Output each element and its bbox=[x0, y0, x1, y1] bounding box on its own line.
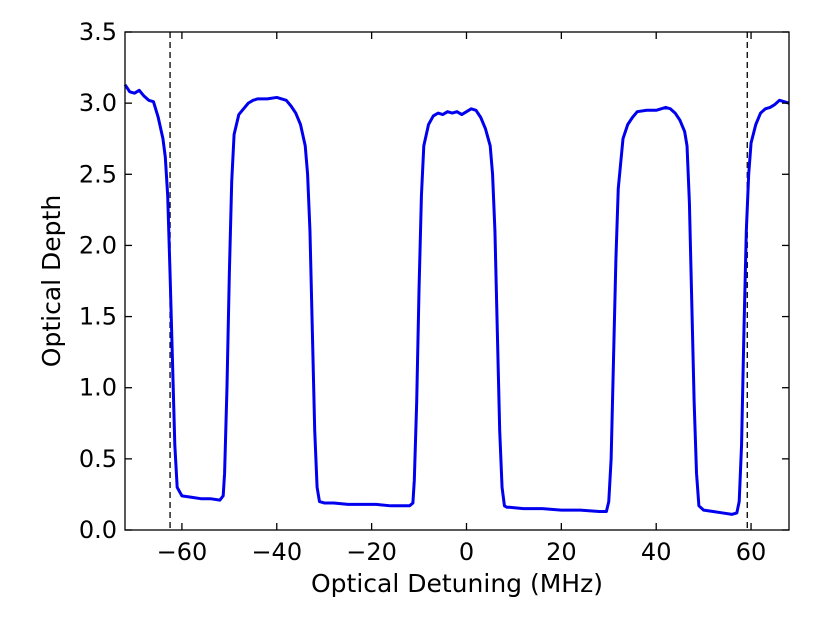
x-tick-label: 60 bbox=[736, 538, 767, 566]
y-tick-label: 3.5 bbox=[79, 18, 117, 46]
y-tick-label: 1.0 bbox=[79, 374, 117, 402]
x-tick-label: −40 bbox=[251, 538, 302, 566]
x-axis-label: Optical Detuning (MHz) bbox=[311, 569, 603, 598]
x-tick-label: 40 bbox=[641, 538, 672, 566]
y-axis-label: Optical Depth bbox=[37, 195, 66, 367]
x-tick-label: −20 bbox=[346, 538, 397, 566]
x-axis: −60 −40 −20 0 20 40 60 bbox=[157, 32, 767, 566]
y-tick-label: 1.5 bbox=[79, 303, 117, 331]
x-tick-label: −60 bbox=[157, 538, 208, 566]
x-tick-label: 20 bbox=[546, 538, 577, 566]
series-line-1 bbox=[123, 83, 790, 516]
y-tick-label: 0.0 bbox=[79, 516, 117, 544]
y-tick-label: 2.5 bbox=[79, 160, 117, 188]
plot-frame bbox=[124, 31, 790, 531]
y-tick-label: 2.0 bbox=[79, 231, 117, 259]
y-axis: 0.0 0.5 1.0 1.5 2.0 2.5 3.0 3.5 bbox=[79, 18, 789, 544]
y-tick-label: 3.0 bbox=[79, 89, 117, 117]
x-tick-label: 0 bbox=[459, 538, 474, 566]
reference-lines bbox=[169, 32, 748, 530]
y-tick-label: 0.5 bbox=[79, 445, 117, 473]
series-layer bbox=[123, 83, 790, 516]
plot-area bbox=[125, 32, 789, 530]
